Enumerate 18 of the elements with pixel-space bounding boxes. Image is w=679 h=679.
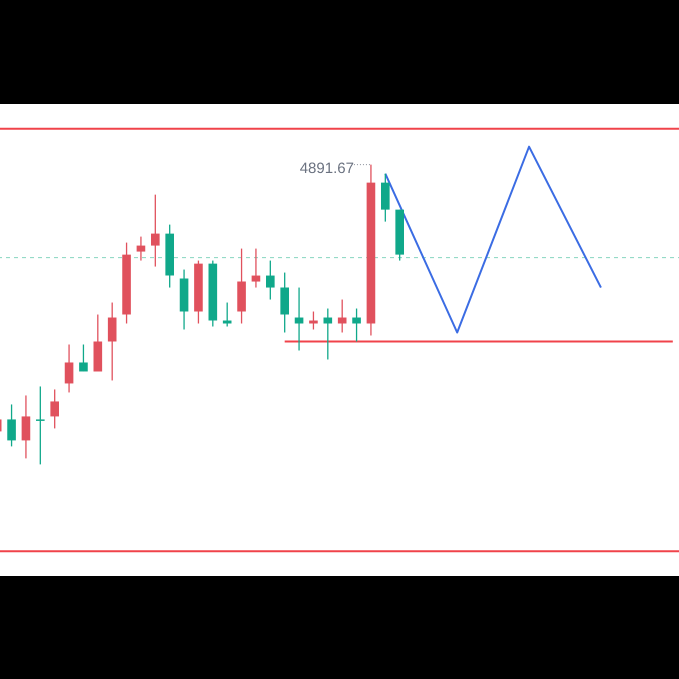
candlestick — [50, 388, 59, 430]
candlestick — [352, 308, 361, 342]
candlestick — [79, 344, 88, 372]
candlestick — [151, 194, 160, 268]
candlestick — [36, 386, 45, 466]
candlestick — [22, 394, 30, 460]
candlestick — [324, 308, 332, 360]
candlestick — [252, 248, 260, 288]
candlestick — [222, 302, 232, 328]
candlestick — [266, 260, 275, 300]
annotation: 4891.67 — [300, 160, 354, 177]
candlestick — [294, 286, 304, 352]
candlestick — [309, 310, 318, 330]
candlestick — [7, 404, 16, 448]
candlestick — [108, 302, 116, 382]
candlestick — [64, 344, 74, 394]
candlestick — [136, 236, 146, 262]
candlestick — [338, 298, 346, 334]
